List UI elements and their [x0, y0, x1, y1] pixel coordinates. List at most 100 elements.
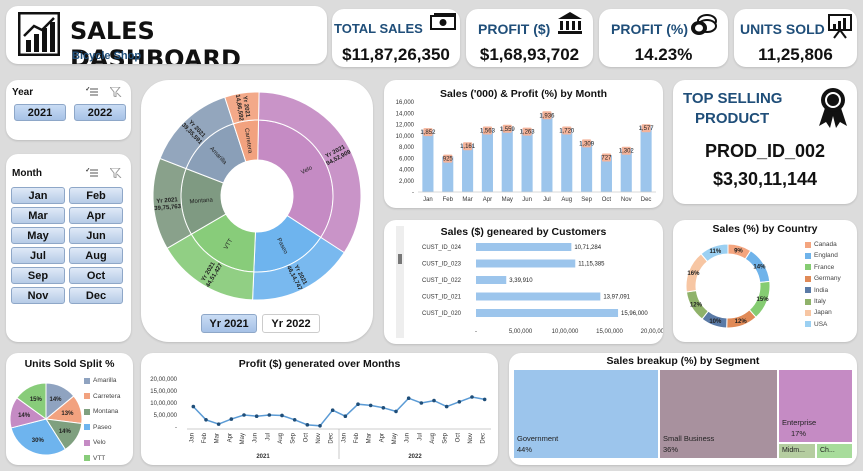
- y-tick-label: 14,000: [396, 111, 415, 117]
- segment-label: Small Business: [663, 434, 715, 443]
- x-tick-label: Feb: [443, 197, 454, 203]
- profit-months-line-chart: 20,00,000 15,00,000 10,00,000 5,00,000 - Jan F…: [150, 377, 491, 460]
- x-tick-label: 15,00,000: [596, 329, 623, 335]
- slice-data-label: 14%: [18, 413, 31, 419]
- legend-item: Germany: [805, 275, 841, 282]
- profit-data-label: 1,559: [500, 127, 516, 133]
- x-tick-label: Jun: [253, 433, 259, 443]
- legend-label: Italy: [814, 298, 826, 305]
- profit-data-label: 1,720: [559, 128, 575, 134]
- bar-chart-icon: [18, 12, 60, 56]
- sunburst-button-yr2022[interactable]: Yr 2022: [262, 314, 320, 333]
- profit-point: [444, 404, 449, 409]
- sales-bar: [521, 129, 533, 192]
- segment-pct: 44%: [517, 445, 533, 454]
- legend-swatch: [805, 298, 811, 305]
- month-option-may[interactable]: May: [11, 227, 65, 244]
- year-option-2021[interactable]: 2021: [14, 104, 66, 121]
- profit-data-label: 1,263: [520, 130, 536, 136]
- month-option-jan[interactable]: Jan: [11, 187, 65, 204]
- sales-bar: [561, 128, 573, 192]
- month-option-apr[interactable]: Apr: [69, 207, 123, 224]
- month-option-nov[interactable]: Nov: [11, 287, 65, 304]
- month-option-mar[interactable]: Mar: [11, 207, 65, 224]
- profit-marker: [423, 128, 433, 137]
- profit-point: [267, 413, 272, 417]
- y-tick-label: -: [175, 425, 177, 431]
- y-tick-label: 8,000: [399, 145, 415, 151]
- year-option-2022[interactable]: 2022: [74, 104, 126, 121]
- sunburst-inner-label: Montana: [189, 197, 213, 205]
- sales-profit-month-chart: 16,000 14,000 12,000 10,000 8,000 6,000 4,000 2…: [396, 100, 656, 203]
- clear-filter-icon[interactable]: [110, 87, 122, 97]
- x-tick-label: Aug: [430, 433, 436, 444]
- month-option-aug[interactable]: Aug: [69, 247, 123, 264]
- multi-select-icon[interactable]: [86, 87, 98, 97]
- sunburst-center: [221, 160, 293, 232]
- legend-swatch: [84, 377, 90, 384]
- profit-marker: [443, 154, 453, 163]
- money-icon: [430, 13, 456, 30]
- y-tick-label: -: [412, 190, 414, 196]
- month-option-jul[interactable]: Jul: [11, 247, 65, 264]
- profit-months-card: Profit ($) generated over Months 20,00,0…: [141, 353, 498, 465]
- customers-chart: CUST_ID_024 10,71,284 CUST_ID_023 11,15,385…: [422, 243, 663, 335]
- x-tick-label: Jun: [405, 433, 411, 443]
- legend-label: Canada: [814, 241, 837, 248]
- sunburst-outer-label-value: 14,86,592: [234, 94, 244, 122]
- country-donut-chart: 9% 14% 15% 12% 10% 12% 16% 11%: [685, 243, 771, 329]
- sunburst-button-yr2021[interactable]: Yr 2021: [201, 314, 257, 333]
- month-option-dec[interactable]: Dec: [69, 287, 123, 304]
- x-tick-label: Jan: [423, 197, 433, 203]
- legend-swatch: [805, 252, 811, 259]
- slice-data-label: 30%: [32, 438, 45, 444]
- profit-marker: [601, 153, 611, 162]
- profit-point: [356, 402, 360, 406]
- profit-point: [470, 395, 474, 399]
- profit-point: [457, 400, 462, 404]
- multi-select-icon[interactable]: [86, 168, 98, 178]
- sales-bar: [600, 155, 612, 192]
- legend-label: Carretera: [93, 392, 121, 400]
- customer-data-label: 11,15,385: [578, 262, 605, 268]
- month-option-feb[interactable]: Feb: [69, 187, 123, 204]
- x-tick-label: Dec: [641, 197, 652, 203]
- month-option-sep[interactable]: Sep: [11, 267, 65, 284]
- legend-swatch: [84, 439, 90, 446]
- profit-marker: [582, 139, 592, 148]
- legend-swatch: [805, 241, 811, 248]
- profit-marker: [562, 126, 572, 135]
- profit-point: [330, 408, 335, 412]
- legend-swatch: [84, 424, 90, 430]
- scrollbar-thumb[interactable]: [398, 254, 402, 264]
- kpi-profit-pct: PROFIT (%) 14.23%: [599, 9, 728, 67]
- x-tick-label: 20,00,000: [641, 329, 663, 335]
- slice-data-label: 12%: [690, 303, 703, 309]
- chart-title: Profit ($) generated over Months: [238, 358, 401, 370]
- slice-data-label: 10%: [709, 319, 722, 325]
- x-tick-label: Mar: [215, 433, 221, 443]
- top-selling-value: $3,30,11,144: [712, 169, 818, 189]
- month-option-jun[interactable]: Jun: [69, 227, 123, 244]
- profit-point: [318, 424, 322, 428]
- slice-data-label: 16%: [687, 271, 700, 277]
- x-tick-label: Sep: [291, 432, 297, 443]
- x-tick-label: Nov: [468, 433, 474, 444]
- customer-bar: [476, 309, 619, 317]
- segment-card: Sales breakup (%) by Segment 44% Governme…: [509, 353, 857, 465]
- scrollbar[interactable]: [396, 226, 404, 338]
- y-tick-label: 10,00,000: [150, 401, 177, 407]
- country-slice: [700, 243, 729, 263]
- clear-filter-icon[interactable]: [110, 168, 122, 178]
- y-tick-label: 12,000: [396, 123, 415, 129]
- x-tick-label: Jan: [341, 433, 347, 443]
- month-option-oct[interactable]: Oct: [69, 267, 123, 284]
- profit-point: [381, 406, 386, 410]
- award-ribbon-icon: [819, 88, 847, 128]
- sunburst-inner-label: Carretera: [243, 128, 253, 155]
- country-card: Sales (%) by Country 9% 14% 15% 12% 10% 12% 16…: [673, 220, 857, 342]
- x-tick-label: Dec: [481, 433, 487, 444]
- chart-title: Sales (%) by Country: [712, 223, 818, 235]
- slice-data-label: 14%: [49, 397, 62, 403]
- slice-data-label: 15%: [757, 297, 770, 303]
